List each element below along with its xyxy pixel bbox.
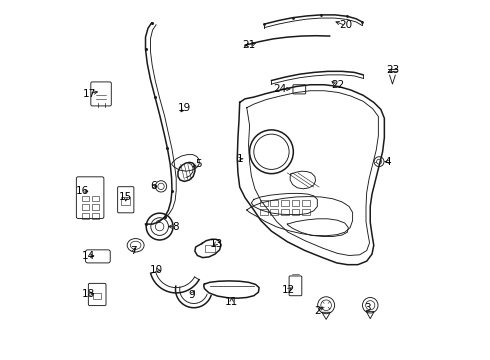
Text: 10: 10 <box>149 265 163 275</box>
Text: 21: 21 <box>243 40 256 50</box>
Bar <box>93 293 101 299</box>
Text: 6: 6 <box>150 181 157 192</box>
Text: 17: 17 <box>82 89 96 99</box>
Text: 23: 23 <box>387 65 400 75</box>
Text: 9: 9 <box>189 290 196 300</box>
Text: 2: 2 <box>314 306 320 315</box>
Text: 22: 22 <box>331 80 344 90</box>
Text: 8: 8 <box>172 221 178 231</box>
Text: 3: 3 <box>365 303 371 313</box>
Bar <box>270 200 278 206</box>
Text: 11: 11 <box>225 297 238 307</box>
Bar <box>205 245 216 252</box>
Bar <box>92 204 99 210</box>
Text: 4: 4 <box>385 157 391 167</box>
Text: 14: 14 <box>81 251 95 261</box>
Text: 18: 18 <box>81 289 95 298</box>
Text: 20: 20 <box>339 21 352 31</box>
Bar <box>302 200 310 206</box>
Bar <box>92 213 99 219</box>
Text: 1: 1 <box>237 154 244 164</box>
Bar <box>281 200 289 206</box>
Bar <box>292 209 299 215</box>
Bar <box>92 195 99 201</box>
Text: 19: 19 <box>178 103 191 113</box>
Bar <box>292 200 299 206</box>
Bar <box>82 213 89 219</box>
Text: 24: 24 <box>273 84 286 94</box>
Text: 7: 7 <box>130 246 137 256</box>
Bar <box>260 209 268 215</box>
Bar <box>302 209 310 215</box>
Text: 13: 13 <box>209 239 222 248</box>
Bar <box>270 209 278 215</box>
Bar <box>121 197 130 205</box>
Text: 15: 15 <box>119 192 132 202</box>
Bar <box>260 200 268 206</box>
Bar <box>82 204 89 210</box>
Text: 16: 16 <box>75 186 89 196</box>
Bar <box>281 209 289 215</box>
Text: 12: 12 <box>281 285 294 295</box>
Bar <box>82 195 89 201</box>
Text: 5: 5 <box>195 159 202 169</box>
